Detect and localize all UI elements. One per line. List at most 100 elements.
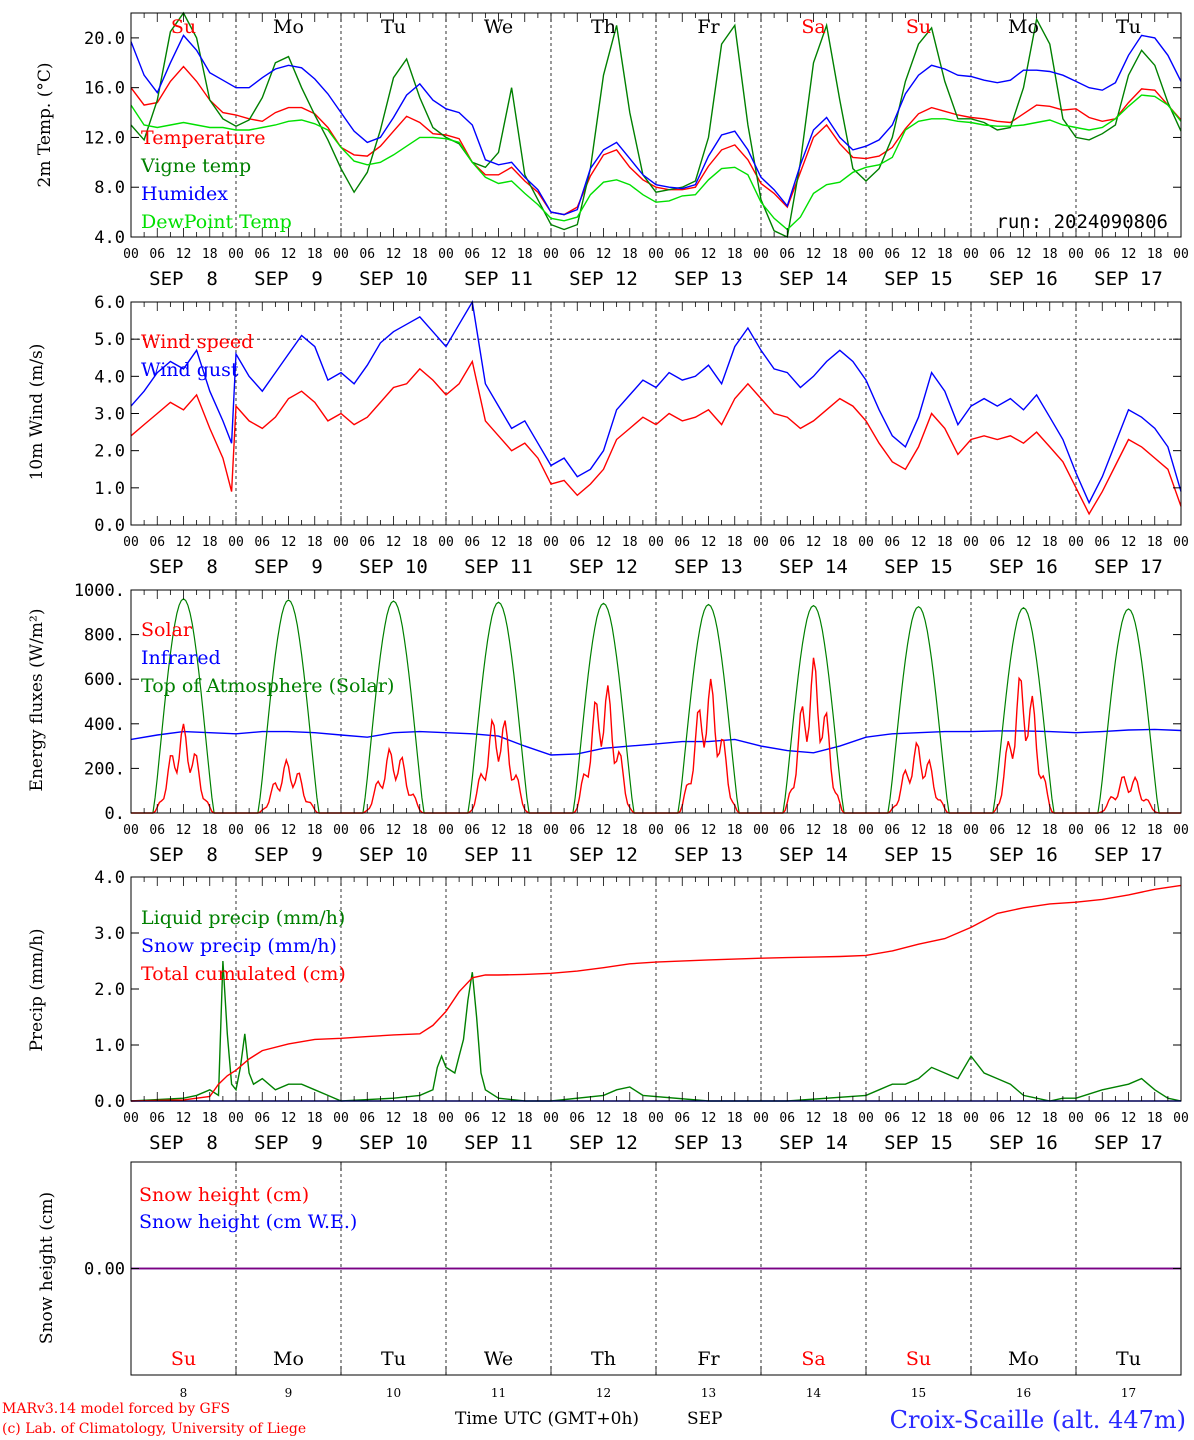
y-tick-label: 2.0 [94,980,125,1000]
y-tick-label: 6.0 [94,293,125,313]
x-date-label: SEP 13 [674,268,743,290]
model-credit: MARv3.14 model forced by GFS [2,1401,230,1417]
y-tick-label: 3.0 [94,924,125,944]
x-hour-label: 00 [228,1111,244,1126]
y-axis-label: Snow height (cm) [37,1192,57,1344]
x-hour-label: 12 [386,823,402,838]
x-hour-label: 12 [281,247,297,262]
x-hour-label: 12 [911,1111,927,1126]
x-hour-label: 12 [701,535,717,550]
x-hour-label: 12 [1121,823,1137,838]
x-date-label: SEP 11 [464,268,533,290]
x-hour-label: 00 [1068,823,1084,838]
x-hour-label: 00 [858,1111,874,1126]
x-hour-label: 18 [727,823,743,838]
x-date-label: SEP 13 [674,844,743,866]
x-hour-label: 18 [517,823,533,838]
x-hour-label: 18 [1147,823,1163,838]
y-tick-label: 1.0 [94,1036,125,1056]
x-hour-label: 18 [937,247,953,262]
x-date-label: SEP 14 [779,844,848,866]
x-hour-label: 06 [359,1111,375,1126]
x-date-label: SEP 9 [254,556,323,578]
x-hour-label: 18 [727,247,743,262]
series-line [130,299,1182,505]
bottom-day-number: 11 [491,1386,506,1400]
x-hour-label: 06 [1094,535,1110,550]
lab-credit: (c) Lab. of Climatology, University of L… [2,1421,306,1437]
x-date-label: SEP 15 [884,556,953,578]
bottom-day-number: 15 [911,1386,926,1400]
weekday-label: Su [171,16,196,38]
x-hour-label: 00 [543,1111,559,1126]
x-hour-label: 06 [359,247,375,262]
x-hour-label: 00 [858,247,874,262]
panel-frame [130,301,1182,526]
x-hour-label: 18 [412,247,428,262]
x-hour-label: 12 [911,535,927,550]
x-hour-label: 06 [1094,1111,1110,1126]
weekday-label: Mo [1008,1348,1039,1370]
bottom-day-number: 13 [701,1386,716,1400]
y-tick-label: 16.0 [84,79,125,99]
x-hour-label: 06 [359,535,375,550]
x-hour-label: 00 [1173,535,1189,550]
legend-entry: Infrared [141,647,221,669]
x-hour-label: 00 [1068,1111,1084,1126]
x-date-label: SEP 11 [464,1132,533,1154]
x-hour-label: 06 [884,535,900,550]
x-date-label: SEP 8 [149,556,218,578]
axes-layer [130,12,1182,1376]
x-hour-label: 12 [281,1111,297,1126]
x-hour-label: 18 [412,535,428,550]
x-hour-label: 06 [569,247,585,262]
weekday-label: Th [591,16,616,38]
x-hour-label: 06 [884,823,900,838]
x-hour-label: 18 [937,535,953,550]
x-hour-label: 00 [753,247,769,262]
x-hour-label: 18 [412,1111,428,1126]
panel-frame [130,589,1182,814]
x-date-label: SEP 10 [359,268,428,290]
x-date-label: SEP 9 [254,844,323,866]
x-hour-label: 18 [832,823,848,838]
run-label: run: 2024090806 [996,211,1168,233]
x-hour-label: 18 [202,535,218,550]
x-hour-label: 12 [1121,1111,1137,1126]
x-hour-label: 12 [491,247,507,262]
x-hour-label: 00 [963,247,979,262]
x-hour-label: 00 [648,535,664,550]
x-hour-label: 18 [622,247,638,262]
x-hour-label: 00 [1173,823,1189,838]
x-date-label: SEP 11 [464,556,533,578]
x-hour-label: 18 [727,535,743,550]
x-date-label: SEP 12 [569,844,638,866]
x-hour-label: 00 [438,1111,454,1126]
x-date-label: SEP 17 [1094,556,1163,578]
x-date-label: SEP 15 [884,844,953,866]
legend-entry: Snow height (cm W.E.) [139,1211,357,1233]
x-hour-label: 12 [176,535,192,550]
weekday-label: Su [906,16,931,38]
y-tick-label: 0.00 [84,1260,125,1280]
y-axis-label: 10m Wind (m/s) [27,344,47,481]
x-date-label: SEP 9 [254,268,323,290]
x-hour-label: 12 [701,1111,717,1126]
x-hour-label: 18 [307,247,323,262]
x-hour-label: 06 [254,247,270,262]
x-hour-label: 06 [779,823,795,838]
x-hour-label: 06 [884,1111,900,1126]
x-hour-label: 12 [281,535,297,550]
x-hour-label: 18 [1042,535,1058,550]
x-hour-label: 00 [333,1111,349,1126]
y-tick-label: 12.0 [84,128,125,148]
x-hour-label: 18 [307,823,323,838]
y-tick-label: 1.0 [94,479,125,499]
bottom-day-number: 14 [806,1386,822,1400]
weekday-label: Tu [1116,16,1141,38]
x-hour-label: 12 [701,247,717,262]
x-hour-label: 18 [832,535,848,550]
x-hour-label: 00 [438,535,454,550]
bottom-day-number: 8 [180,1386,188,1400]
weekday-label: Mo [273,1348,304,1370]
